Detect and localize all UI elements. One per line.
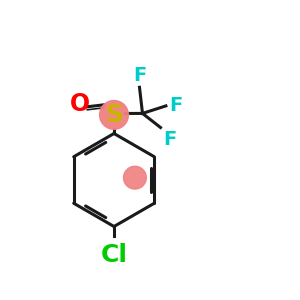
Text: F: F	[133, 66, 146, 85]
Circle shape	[100, 100, 128, 129]
Circle shape	[124, 166, 146, 189]
Text: F: F	[164, 130, 177, 149]
Text: O: O	[69, 92, 90, 116]
Text: Cl: Cl	[100, 243, 127, 267]
Text: S: S	[105, 103, 123, 127]
Text: F: F	[169, 96, 183, 116]
